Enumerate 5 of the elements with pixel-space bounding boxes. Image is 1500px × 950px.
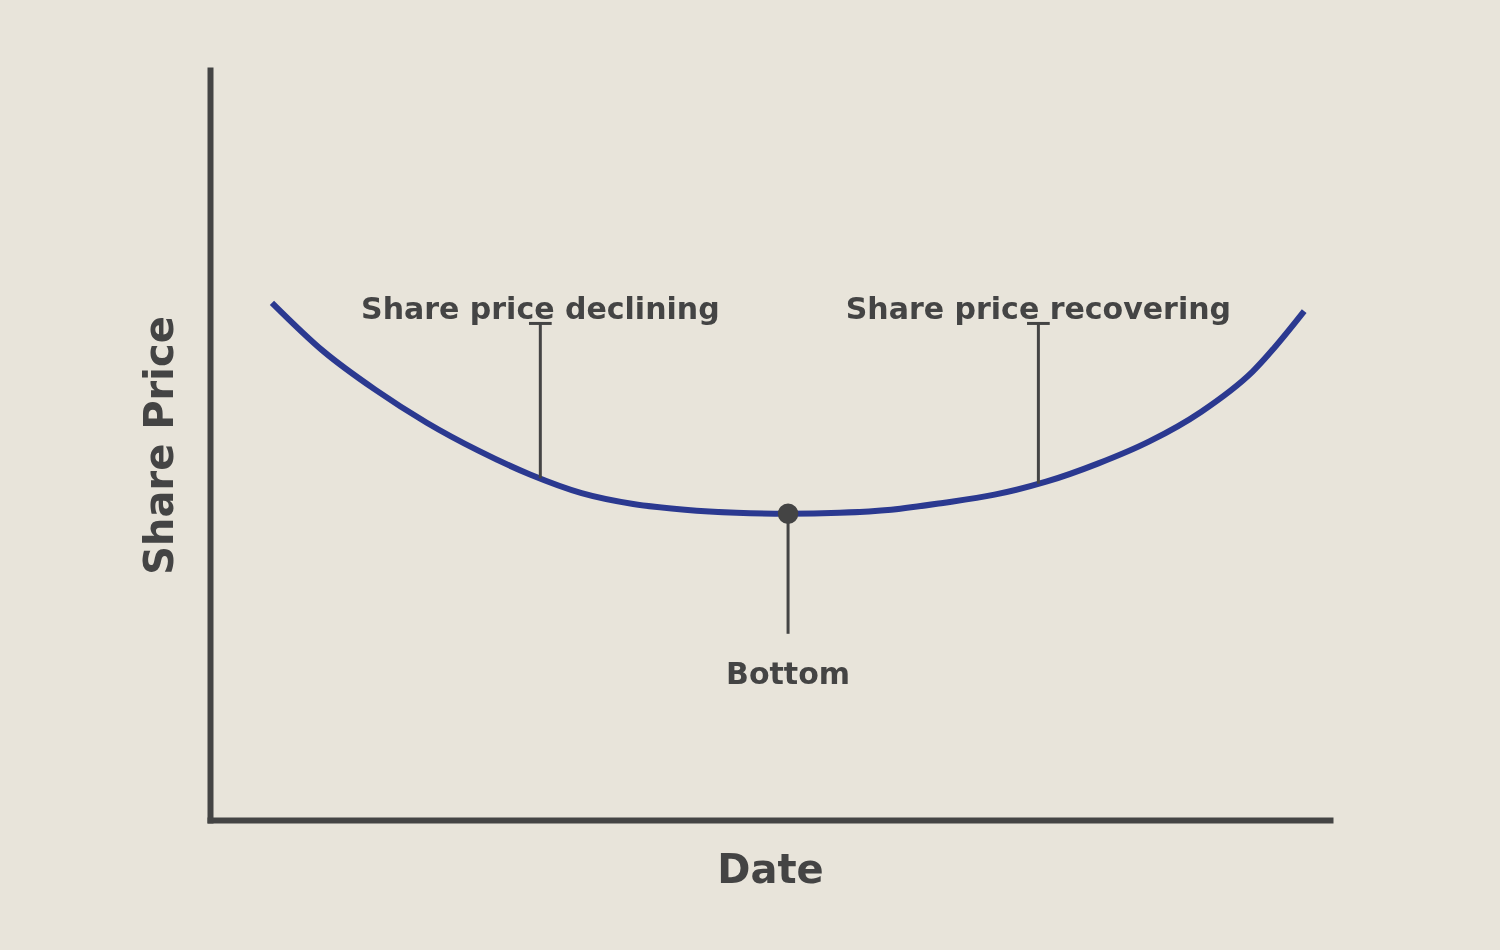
x-axis-title: Date — [717, 845, 824, 892]
annotation: Share price declining — [361, 290, 720, 326]
annotation: Share price recovering — [845, 290, 1232, 326]
annotation: Bottom — [726, 655, 851, 691]
y-axis-title: Share Price — [135, 316, 182, 575]
